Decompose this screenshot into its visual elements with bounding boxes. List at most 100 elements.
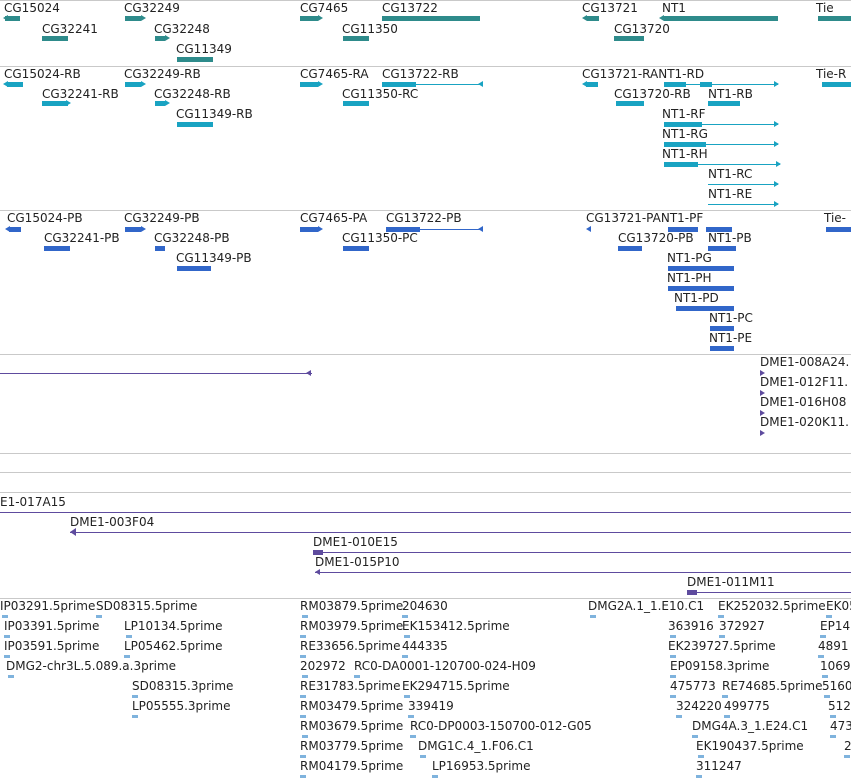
est-feature[interactable] — [302, 675, 308, 678]
est-feature[interactable] — [126, 635, 132, 638]
protein-feature[interactable] — [343, 246, 369, 251]
gene-feature[interactable] — [42, 36, 68, 41]
gene-label: CG7465 — [300, 1, 349, 15]
est-feature[interactable] — [830, 715, 836, 718]
gene-feature[interactable] — [5, 16, 20, 21]
gene-feature[interactable] — [664, 16, 778, 21]
est-feature[interactable] — [692, 735, 698, 738]
transcript-feature[interactable] — [700, 82, 712, 87]
est-feature[interactable] — [719, 635, 725, 638]
transcript-feature[interactable] — [664, 142, 706, 147]
est-feature[interactable] — [402, 615, 408, 618]
transcript-feature[interactable] — [616, 101, 644, 106]
est-feature[interactable] — [590, 615, 596, 618]
gene-feature[interactable] — [818, 16, 851, 21]
clone-feature[interactable] — [687, 590, 697, 595]
transcript-feature[interactable] — [125, 82, 141, 87]
est-feature[interactable] — [8, 675, 14, 678]
transcript-label: NT1-RC — [708, 167, 753, 181]
protein-feature[interactable] — [676, 306, 734, 311]
est-feature[interactable] — [302, 735, 308, 738]
est-feature[interactable] — [300, 695, 306, 698]
protein-feature[interactable] — [300, 227, 318, 232]
est-feature[interactable] — [132, 695, 138, 698]
gene-feature[interactable] — [382, 16, 480, 21]
est-feature[interactable] — [300, 635, 306, 638]
est-feature[interactable] — [844, 755, 850, 758]
protein-feature[interactable] — [125, 227, 141, 232]
est-feature[interactable] — [96, 615, 102, 618]
est-feature[interactable] — [420, 755, 426, 758]
est-feature[interactable] — [818, 655, 824, 658]
est-feature[interactable] — [404, 635, 410, 638]
protein-feature[interactable] — [668, 266, 734, 271]
est-feature[interactable] — [2, 615, 8, 618]
protein-feature[interactable] — [177, 266, 211, 271]
est-feature[interactable] — [300, 655, 306, 658]
est-feature[interactable] — [824, 695, 830, 698]
protein-feature[interactable] — [9, 227, 21, 232]
est-feature[interactable] — [670, 695, 676, 698]
gene-feature[interactable] — [125, 16, 141, 21]
est-feature[interactable] — [408, 715, 414, 718]
gene-feature[interactable] — [343, 36, 369, 41]
transcript-label: CG13721-RANT1-RD — [582, 67, 705, 81]
transcript-feature[interactable] — [42, 101, 68, 106]
gene-feature[interactable] — [587, 16, 599, 21]
protein-feature[interactable] — [618, 246, 642, 251]
est-feature[interactable] — [830, 735, 836, 738]
protein-feature[interactable] — [155, 246, 165, 251]
transcript-feature[interactable] — [822, 82, 851, 87]
transcript-feature[interactable] — [343, 101, 369, 106]
est-feature[interactable] — [300, 775, 306, 778]
protein-feature[interactable] — [44, 246, 70, 251]
est-feature[interactable] — [132, 715, 138, 718]
transcript-feature[interactable] — [664, 122, 702, 127]
protein-feature[interactable] — [668, 286, 734, 291]
protein-feature[interactable] — [826, 227, 851, 232]
est-feature[interactable] — [4, 655, 10, 658]
protein-feature[interactable] — [708, 246, 736, 251]
transcript-feature[interactable] — [7, 82, 23, 87]
transcript-feature[interactable] — [382, 82, 416, 87]
est-feature[interactable] — [302, 615, 308, 618]
transcript-feature[interactable] — [664, 162, 698, 167]
est-feature[interactable] — [822, 675, 828, 678]
est-feature[interactable] — [300, 755, 306, 758]
protein-feature[interactable] — [386, 227, 420, 232]
transcript-feature[interactable] — [177, 122, 213, 127]
clone-feature[interactable] — [313, 550, 323, 555]
est-feature[interactable] — [826, 615, 832, 618]
gene-feature[interactable] — [614, 36, 644, 41]
gene-feature[interactable] — [177, 57, 213, 62]
est-feature[interactable] — [670, 655, 676, 658]
protein-feature[interactable] — [710, 346, 734, 351]
transcript-feature[interactable] — [708, 101, 740, 106]
transcript-feature[interactable] — [664, 82, 686, 87]
est-feature[interactable] — [404, 695, 410, 698]
est-feature[interactable] — [696, 775, 702, 778]
protein-feature[interactable] — [668, 227, 698, 232]
est-feature[interactable] — [354, 675, 360, 678]
est-feature[interactable] — [820, 635, 826, 638]
est-feature[interactable] — [4, 635, 10, 638]
est-feature[interactable] — [124, 655, 130, 658]
est-feature[interactable] — [670, 675, 676, 678]
est-feature[interactable] — [402, 655, 408, 658]
est-feature[interactable] — [300, 715, 306, 718]
transcript-feature[interactable] — [155, 101, 165, 106]
transcript-feature[interactable] — [586, 82, 598, 87]
est-feature[interactable] — [676, 715, 682, 718]
est-feature[interactable] — [722, 695, 728, 698]
est-feature[interactable] — [718, 615, 724, 618]
protein-feature[interactable] — [710, 326, 734, 331]
est-feature[interactable] — [410, 735, 416, 738]
protein-feature[interactable] — [706, 227, 732, 232]
est-feature[interactable] — [724, 715, 730, 718]
gene-feature[interactable] — [155, 36, 165, 41]
est-feature[interactable] — [698, 755, 704, 758]
est-feature[interactable] — [670, 635, 676, 638]
transcript-feature[interactable] — [300, 82, 318, 87]
gene-feature[interactable] — [300, 16, 318, 21]
est-feature[interactable] — [432, 775, 438, 778]
